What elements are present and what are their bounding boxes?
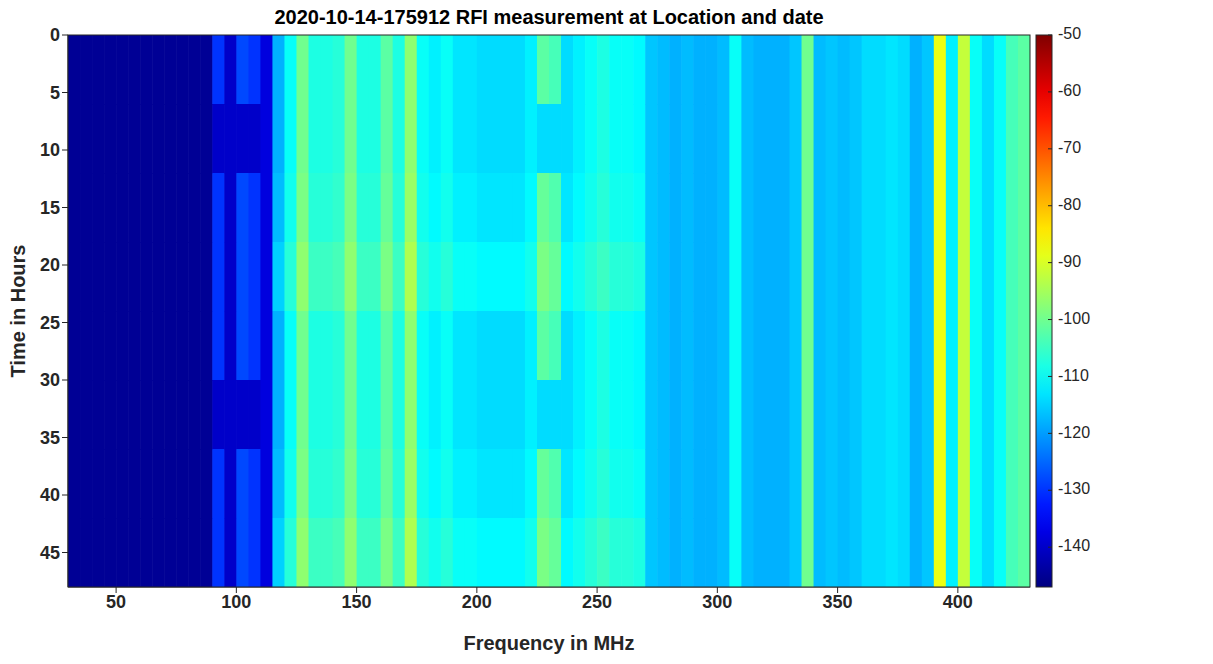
svg-text:150: 150 — [342, 592, 372, 612]
svg-text:5: 5 — [50, 83, 60, 103]
svg-text:-100: -100 — [1058, 310, 1090, 327]
svg-text:-110: -110 — [1058, 367, 1089, 384]
svg-text:15: 15 — [40, 198, 60, 218]
html-text:2020-10-14-175912 RFI measurem: 2020-10-14-175912 RFI measurement at Loc… — [274, 6, 824, 28]
svg-text:400: 400 — [943, 592, 973, 612]
svg-text:-50: -50 — [1058, 25, 1081, 42]
svg-text:200: 200 — [462, 592, 492, 612]
svg-text:20: 20 — [40, 255, 60, 275]
svg-text:-80: -80 — [1058, 196, 1081, 213]
svg-text:350: 350 — [823, 592, 853, 612]
svg-text:35: 35 — [40, 428, 60, 448]
svg-text:-60: -60 — [1058, 82, 1081, 99]
svg-text:250: 250 — [582, 592, 612, 612]
svg-text:-140: -140 — [1058, 537, 1090, 554]
svg-text:Frequency in MHz: Frequency in MHz — [463, 632, 634, 654]
svg-text:100: 100 — [221, 592, 251, 612]
svg-text:25: 25 — [40, 313, 60, 333]
svg-text:0: 0 — [50, 25, 60, 45]
svg-text:30: 30 — [40, 370, 60, 390]
svg-text:50: 50 — [106, 592, 126, 612]
svg-text:-90: -90 — [1058, 253, 1081, 270]
svg-text:-120: -120 — [1058, 424, 1090, 441]
svg-text:10: 10 — [40, 140, 60, 160]
svg-text:-130: -130 — [1058, 480, 1090, 497]
svg-text:Time in Hours: Time in Hours — [7, 245, 29, 378]
svg-text:-70: -70 — [1058, 139, 1081, 156]
svg-text:40: 40 — [40, 485, 60, 505]
svg-text:45: 45 — [40, 543, 60, 563]
svg-text:300: 300 — [702, 592, 732, 612]
